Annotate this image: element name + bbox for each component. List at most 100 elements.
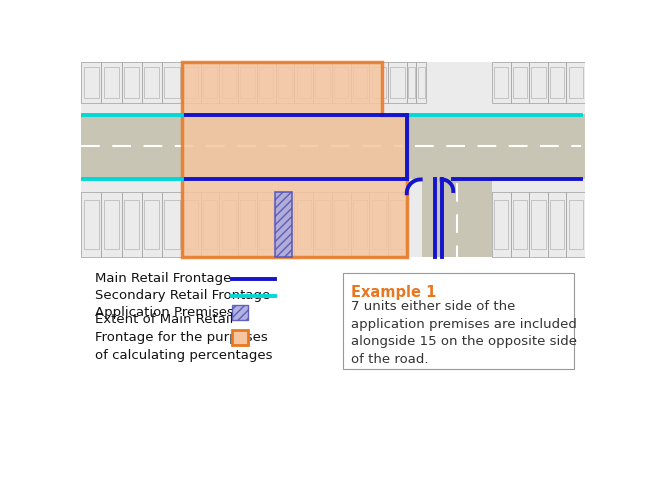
Bar: [334, 200, 348, 249]
Bar: [294, 192, 313, 257]
Bar: [369, 192, 388, 257]
Bar: [101, 62, 122, 103]
Bar: [142, 62, 162, 103]
Bar: [182, 62, 201, 103]
Bar: [182, 192, 201, 257]
Bar: [220, 192, 238, 257]
Bar: [315, 200, 330, 249]
Bar: [81, 114, 585, 180]
Bar: [257, 192, 276, 257]
Bar: [529, 62, 548, 103]
Bar: [201, 192, 220, 257]
Bar: [353, 67, 367, 98]
Bar: [350, 192, 369, 257]
Text: 7 units either side of the
application premises are included
alongside 15 on the: 7 units either side of the application p…: [351, 300, 577, 366]
Bar: [494, 200, 508, 249]
Bar: [122, 62, 142, 103]
Text: Extent of Main Retail
Frontage for the purposes
of calculating percentages: Extent of Main Retail Frontage for the p…: [95, 313, 273, 362]
Bar: [257, 62, 276, 103]
Bar: [422, 180, 492, 257]
Bar: [372, 200, 385, 249]
Bar: [569, 67, 583, 98]
Bar: [417, 67, 425, 98]
Bar: [233, 305, 248, 320]
Bar: [550, 67, 564, 98]
Bar: [104, 67, 119, 98]
Bar: [313, 62, 332, 103]
Bar: [124, 67, 139, 98]
Bar: [513, 67, 527, 98]
Bar: [162, 62, 182, 103]
Bar: [332, 192, 350, 257]
Bar: [529, 192, 548, 257]
Bar: [566, 62, 585, 103]
Bar: [332, 62, 350, 103]
Bar: [417, 62, 426, 103]
Bar: [548, 192, 566, 257]
Bar: [353, 200, 367, 249]
Bar: [532, 200, 545, 249]
Bar: [164, 67, 179, 98]
Bar: [203, 200, 217, 249]
Bar: [233, 329, 248, 345]
Bar: [334, 67, 348, 98]
Bar: [313, 192, 332, 257]
Bar: [81, 62, 101, 103]
Bar: [238, 62, 257, 103]
Bar: [350, 62, 369, 103]
Bar: [548, 62, 566, 103]
Bar: [142, 192, 162, 257]
Bar: [201, 62, 220, 103]
Bar: [566, 192, 585, 257]
Bar: [124, 200, 139, 249]
Text: Main Retail Frontage: Main Retail Frontage: [95, 272, 231, 285]
Bar: [164, 200, 179, 249]
Bar: [390, 200, 404, 249]
Bar: [388, 192, 407, 257]
Bar: [84, 67, 99, 98]
Bar: [104, 200, 119, 249]
Bar: [511, 62, 529, 103]
Text: Example 1: Example 1: [351, 285, 436, 300]
Bar: [294, 62, 313, 103]
Bar: [222, 67, 236, 98]
Bar: [388, 62, 407, 103]
Bar: [315, 67, 330, 98]
Text: Application Premises: Application Premises: [95, 306, 234, 319]
Bar: [296, 200, 311, 249]
Bar: [101, 192, 122, 257]
Bar: [511, 192, 529, 257]
Bar: [276, 62, 294, 103]
Bar: [492, 62, 511, 103]
Bar: [122, 192, 142, 257]
Bar: [259, 200, 274, 249]
Bar: [276, 192, 294, 257]
Bar: [569, 200, 583, 249]
Bar: [240, 200, 255, 249]
Bar: [144, 67, 159, 98]
Bar: [162, 192, 182, 257]
Bar: [494, 67, 508, 98]
Bar: [372, 67, 385, 98]
Polygon shape: [182, 62, 407, 257]
Bar: [203, 67, 217, 98]
Bar: [390, 67, 404, 98]
Bar: [532, 67, 545, 98]
Bar: [278, 67, 292, 98]
Bar: [184, 200, 198, 249]
Bar: [184, 67, 198, 98]
Bar: [513, 200, 527, 249]
Bar: [550, 200, 564, 249]
Bar: [275, 192, 292, 257]
Bar: [84, 200, 99, 249]
Bar: [259, 67, 274, 98]
Bar: [408, 67, 415, 98]
Bar: [407, 62, 417, 103]
Bar: [296, 67, 311, 98]
Bar: [238, 192, 257, 257]
Bar: [343, 273, 574, 369]
Bar: [240, 67, 255, 98]
Bar: [222, 200, 236, 249]
Bar: [81, 192, 101, 257]
Bar: [81, 62, 585, 257]
